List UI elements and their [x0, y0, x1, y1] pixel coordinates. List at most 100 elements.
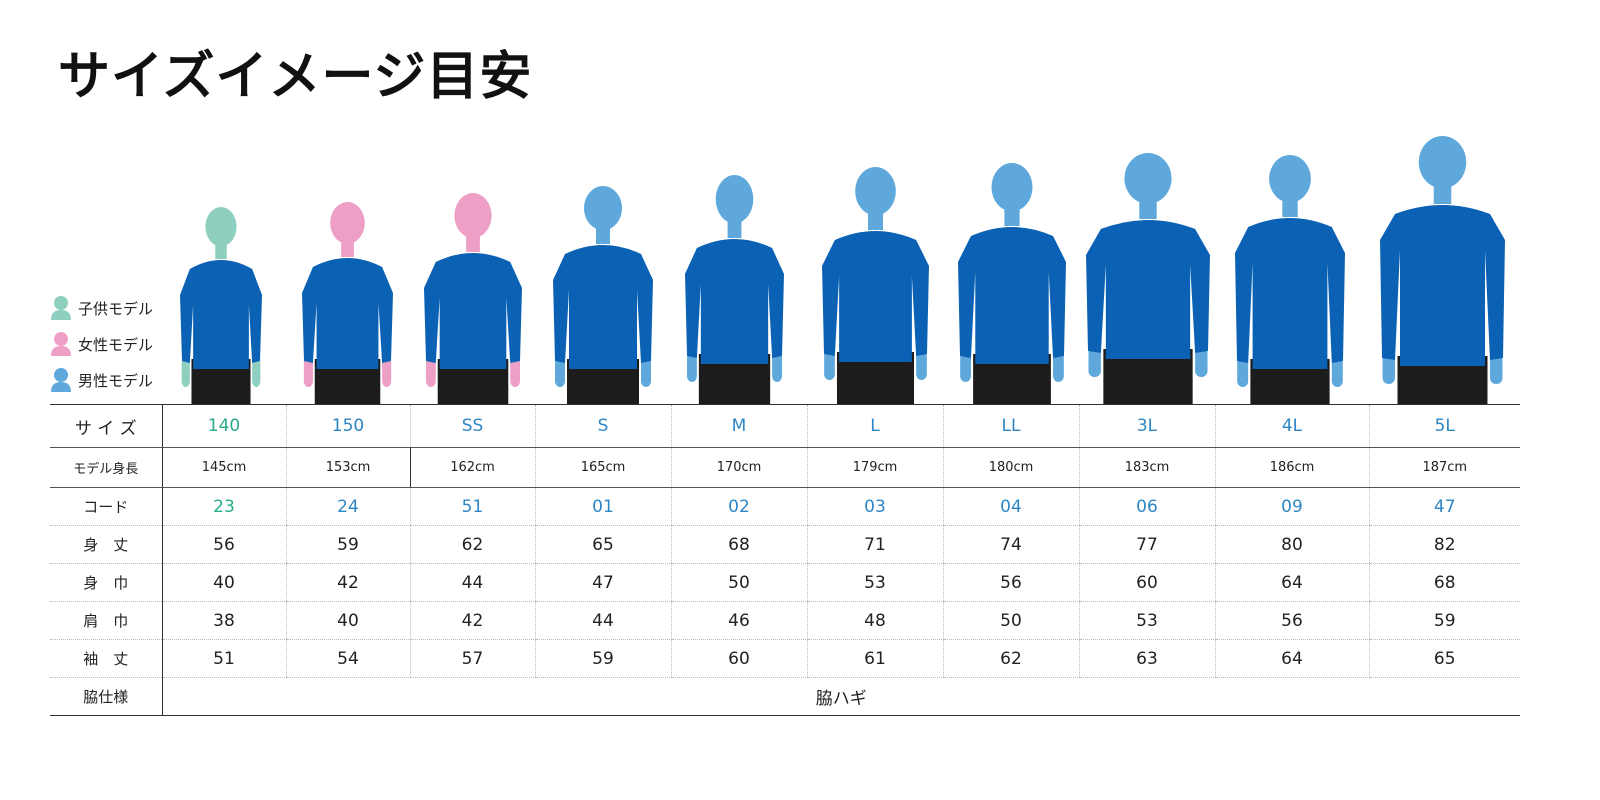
model-figure	[1380, 136, 1505, 404]
cell-code: 09	[1214, 487, 1369, 526]
cell-code: 47	[1368, 487, 1520, 526]
cell-code: 23	[161, 487, 286, 526]
long-sleeve-shirt	[180, 260, 262, 369]
cell-code: 04	[942, 487, 1079, 526]
long-sleeve-shirt	[685, 239, 784, 364]
legend-label: 男性モデル	[78, 371, 154, 390]
model-figure	[685, 175, 784, 404]
row-label: 脇仕様	[50, 677, 163, 716]
cell-sleeve: 54	[285, 639, 410, 678]
size-table: サ イ ズ 140 150 SS S M L LL 3L 4L 5L モデル身長 145cm 153cm 1…	[50, 404, 1520, 716]
hand-right	[1490, 354, 1503, 384]
row-side: 脇仕様 脇ハギ	[50, 677, 1520, 716]
cell-sleeve: 51	[161, 639, 286, 678]
cell-size: L	[806, 404, 943, 448]
hand-right	[1331, 357, 1343, 387]
person-icon	[51, 296, 71, 320]
row-sleeve: 袖 丈 51 54 57 59 60 61 62 63 64 65	[50, 639, 1520, 678]
cell-sleeve: 65	[1368, 639, 1520, 678]
model-figure	[822, 167, 929, 404]
head	[584, 186, 622, 231]
body	[51, 310, 71, 320]
cell-code: 06	[1078, 487, 1215, 526]
body	[51, 382, 71, 392]
cell-length: 82	[1368, 525, 1520, 564]
row-label: モデル身長	[50, 447, 163, 488]
head	[54, 296, 68, 310]
cell-size: 3L	[1078, 404, 1215, 448]
neck	[215, 238, 227, 259]
hand-right	[1053, 352, 1064, 382]
person-icon	[51, 332, 71, 356]
long-sleeve-shirt	[1235, 218, 1345, 369]
cell-shoulder: 56	[1214, 601, 1369, 640]
cell-shoulder: 59	[1368, 601, 1520, 640]
cell-size: 150	[285, 404, 410, 448]
cell-body_width: 56	[942, 563, 1079, 602]
cell-size: 140	[161, 404, 286, 448]
cell-length: 74	[942, 525, 1079, 564]
cell-height: 162cm	[409, 447, 535, 488]
cell-body_width: 60	[1078, 563, 1215, 602]
cell-height: 165cm	[534, 447, 671, 488]
cell-shoulder: 53	[1078, 601, 1215, 640]
body	[51, 346, 71, 356]
cell-body_width: 53	[806, 563, 943, 602]
cell-size: 5L	[1368, 404, 1520, 448]
head	[1124, 153, 1172, 204]
legend-label: 子供モデル	[78, 299, 154, 318]
long-sleeve-shirt	[302, 258, 393, 369]
cell-length: 56	[161, 525, 286, 564]
hand-right	[1195, 347, 1208, 377]
cell-sleeve: 62	[942, 639, 1079, 678]
long-sleeve-shirt	[424, 253, 522, 369]
cell-height: 183cm	[1078, 447, 1215, 488]
hand-left	[425, 357, 436, 387]
hand-left	[1237, 357, 1249, 387]
cell-body_width: 44	[409, 563, 535, 602]
hand-left	[555, 357, 565, 387]
cell-code: 01	[534, 487, 671, 526]
cell-sleeve: 64	[1214, 639, 1369, 678]
model-figure	[1235, 155, 1345, 404]
legend-kid: 子供モデル	[50, 290, 153, 326]
row-label: コード	[50, 487, 163, 526]
hand-right	[252, 357, 261, 387]
cell-code: 24	[285, 487, 410, 526]
cell-code: 02	[670, 487, 807, 526]
row-shoulder: 肩 巾 38 40 42 44 46 48 50 53 56 59	[50, 601, 1520, 640]
cell-shoulder: 46	[670, 601, 807, 640]
person-icon	[51, 368, 71, 392]
cell-height: 180cm	[942, 447, 1079, 488]
cell-shoulder: 40	[285, 601, 410, 640]
cell-body_width: 47	[534, 563, 671, 602]
cell-size: M	[670, 404, 807, 448]
legend-female: 女性モデル	[50, 326, 153, 362]
cell-length: 68	[670, 525, 807, 564]
cell-height: 153cm	[285, 447, 410, 488]
model-figure	[180, 207, 262, 404]
row-length: 身 丈 56 59 62 65 68 71 74 77 80 82	[50, 525, 1520, 564]
cell-sleeve: 59	[534, 639, 671, 678]
head	[330, 202, 365, 244]
model-figure	[1086, 153, 1210, 404]
cell-body_width: 50	[670, 563, 807, 602]
row-label: 身 巾	[50, 563, 163, 602]
cell-size: S	[534, 404, 671, 448]
hand-left	[960, 352, 971, 382]
cell-sleeve: 61	[806, 639, 943, 678]
head	[1418, 136, 1467, 189]
cell-side: 脇ハギ	[162, 677, 1520, 716]
hand-right	[510, 357, 521, 387]
cell-height: 145cm	[161, 447, 286, 488]
row-size: サ イ ズ 140 150 SS S M L LL 3L 4L 5L	[50, 404, 1520, 448]
model-figure	[424, 193, 522, 404]
cell-length: 80	[1214, 525, 1369, 564]
cell-body_width: 64	[1214, 563, 1369, 602]
row-code: コード 23 24 51 01 02 03 04 06 09 47	[50, 487, 1520, 526]
hand-left	[1382, 354, 1395, 384]
cell-length: 59	[285, 525, 410, 564]
head	[715, 175, 754, 224]
cell-sleeve: 60	[670, 639, 807, 678]
head	[454, 193, 492, 239]
